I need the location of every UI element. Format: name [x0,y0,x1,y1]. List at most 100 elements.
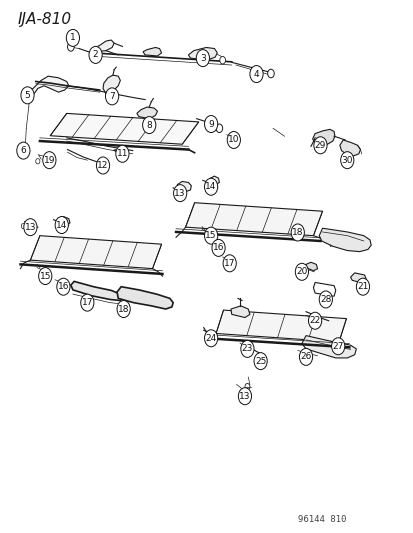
Polygon shape [188,47,217,60]
Circle shape [117,301,130,318]
Circle shape [81,294,94,311]
Polygon shape [117,287,173,309]
Text: 18: 18 [118,304,129,313]
Text: 96144 810: 96144 810 [297,515,345,524]
Polygon shape [216,310,346,342]
Circle shape [223,255,236,272]
Text: 13: 13 [25,223,36,232]
Polygon shape [339,140,360,156]
Circle shape [89,46,102,63]
Text: 14: 14 [56,221,67,230]
Text: 6: 6 [21,146,26,155]
Circle shape [67,43,74,51]
Polygon shape [93,40,114,52]
Circle shape [24,219,37,236]
Circle shape [105,88,119,105]
Circle shape [229,136,235,144]
Text: 4: 4 [253,70,259,78]
Circle shape [43,152,56,168]
Text: 13: 13 [174,189,185,198]
Text: 22: 22 [309,316,320,325]
Polygon shape [230,306,249,318]
Polygon shape [57,216,70,225]
Text: 23: 23 [241,344,252,353]
Circle shape [313,137,326,154]
Circle shape [219,56,225,64]
Circle shape [96,157,109,174]
Text: 16: 16 [57,282,69,291]
Text: 5: 5 [25,91,30,100]
Circle shape [55,216,68,233]
Polygon shape [312,130,334,146]
Circle shape [204,227,217,244]
Polygon shape [305,262,317,271]
Circle shape [249,66,263,83]
Text: 11: 11 [116,149,128,158]
Text: 21: 21 [356,282,368,291]
Text: 17: 17 [81,298,93,307]
Circle shape [294,263,308,280]
Text: 29: 29 [314,141,325,150]
Polygon shape [103,75,120,94]
Circle shape [214,244,218,249]
Circle shape [244,383,249,390]
Circle shape [21,146,26,152]
Text: 12: 12 [97,161,109,170]
Text: 9: 9 [208,119,214,128]
Circle shape [204,330,217,347]
Text: 8: 8 [146,120,152,130]
Polygon shape [30,236,161,269]
Text: 13: 13 [239,392,250,401]
Text: 26: 26 [299,352,311,361]
Text: 1: 1 [70,34,76,43]
Text: 15: 15 [39,272,51,280]
Circle shape [340,152,353,168]
Text: 2: 2 [93,51,98,59]
Circle shape [204,178,217,195]
Polygon shape [177,181,191,192]
Text: 19: 19 [43,156,55,165]
Text: 24: 24 [205,334,216,343]
Circle shape [116,146,129,163]
Text: 27: 27 [332,342,343,351]
Circle shape [38,268,52,285]
Circle shape [267,69,273,78]
Circle shape [299,349,312,366]
Polygon shape [301,336,356,358]
Text: 18: 18 [291,228,303,237]
Circle shape [227,132,240,149]
Circle shape [66,29,79,46]
Circle shape [142,117,155,134]
Circle shape [173,184,186,201]
Polygon shape [209,176,219,184]
Circle shape [211,239,225,256]
Circle shape [57,278,70,295]
Text: 14: 14 [205,182,216,191]
Circle shape [21,223,25,229]
Polygon shape [143,47,161,56]
Polygon shape [318,228,370,252]
Circle shape [238,387,251,405]
Circle shape [254,353,267,369]
Circle shape [318,291,332,308]
Polygon shape [71,281,122,301]
Circle shape [17,142,30,159]
Text: 15: 15 [205,231,216,240]
Polygon shape [50,114,198,144]
Circle shape [240,341,254,358]
Text: 16: 16 [212,244,224,253]
Text: 20: 20 [295,268,307,276]
Polygon shape [137,107,157,119]
Text: 7: 7 [109,92,115,101]
Text: 30: 30 [341,156,352,165]
Polygon shape [30,76,69,98]
Polygon shape [185,203,322,236]
Circle shape [356,278,369,295]
Text: IJA-810: IJA-810 [17,12,71,27]
Circle shape [216,124,222,133]
Text: 17: 17 [223,259,235,268]
Circle shape [21,87,34,104]
Text: 3: 3 [199,54,205,62]
Circle shape [308,312,321,329]
Polygon shape [350,273,366,284]
